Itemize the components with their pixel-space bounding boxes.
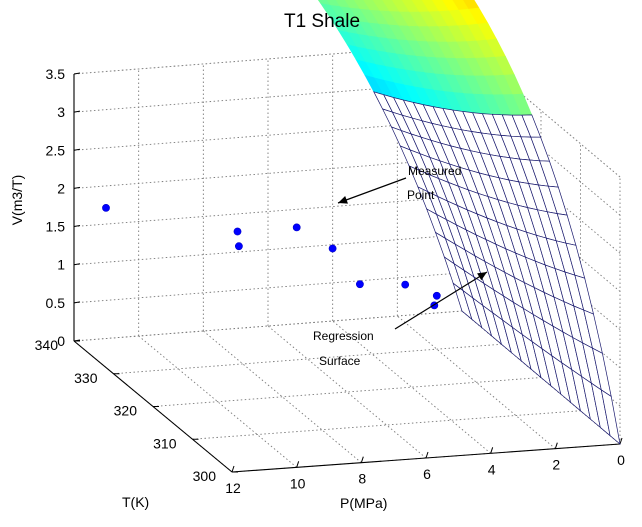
x-tick-label: 8 [358, 471, 366, 487]
surface-cell [600, 389, 621, 445]
regression-surface [317, 0, 621, 445]
z-tick-mark [73, 110, 81, 113]
grid-floor-t [113, 343, 502, 375]
measured-point-annotation-text: Point [407, 188, 435, 202]
measured-point [102, 203, 110, 212]
x-tick-label: 4 [488, 461, 496, 477]
grid-wall-t340-v [73, 310, 463, 342]
annotations: Measured Point Regression Surface [313, 164, 488, 368]
z-tick-label: 2 [57, 180, 65, 196]
z-axis-label: V(m3/T) [9, 175, 25, 226]
x-tick-label: 10 [290, 475, 306, 491]
y-tick-label: 330 [74, 370, 98, 386]
z-tick-mark [73, 186, 81, 189]
x-tick-mark [425, 451, 429, 459]
x-tick-label: 2 [552, 457, 560, 473]
chart-title: T1 Shale [284, 11, 360, 32]
x-axis-label: P(MPa) [340, 495, 387, 511]
measured-point [355, 280, 364, 289]
measured-point [432, 291, 441, 300]
grid-floor-p [267, 325, 427, 459]
z-tick-mark [73, 72, 81, 75]
grid-floor-t [192, 410, 581, 440]
regression-surface-annotation-arrow-line [394, 271, 488, 330]
x-tick-mark [554, 442, 558, 449]
grid-wall-t340-v [73, 272, 463, 304]
z-tick-label: 3 [57, 104, 65, 120]
y-axis-label: T(K) [122, 494, 149, 510]
x-tick-mark [296, 461, 300, 468]
x-tick-mark [619, 437, 623, 445]
z-tick-label: 2.5 [46, 142, 66, 158]
regression-surface-annotation-text: Surface [319, 354, 361, 368]
measured-point [234, 242, 243, 251]
regression-surface-annotation-arrow-head [477, 272, 487, 281]
z-tick-label: 0 [57, 333, 65, 349]
y-tick-label: 320 [114, 403, 138, 419]
back-pane-t340 [74, 43, 462, 341]
z-tick-mark [73, 225, 81, 228]
z-tick-mark [73, 263, 81, 266]
measured-point [401, 280, 410, 289]
grid-wall-t340-v [73, 234, 463, 266]
z-tick-mark [73, 148, 81, 151]
z-tick-label: 1 [57, 257, 65, 273]
z-tick-label: 3.5 [46, 66, 66, 82]
x-tick-mark [360, 456, 364, 463]
y-tick-label: 310 [153, 435, 177, 451]
x-tick-mark [231, 465, 235, 473]
measured-point-annotation-arrow-head [338, 196, 348, 204]
measured-point [233, 227, 242, 236]
grid-wall-t340-v [73, 196, 463, 227]
x-tick-label: 0 [617, 452, 625, 468]
grid-floor-t [152, 377, 542, 407]
z-tick-label: 1.5 [46, 219, 66, 235]
grid-wall-t340-v [73, 157, 463, 189]
regression-surface-annotation-text: Regression [313, 329, 374, 343]
z-tick-mark [73, 301, 81, 304]
measured-point-annotation-arrow-line [337, 177, 407, 204]
z-tick-mark [73, 339, 81, 342]
measured-point-annotation-text: Measured [408, 164, 461, 178]
x-tick-label: 6 [423, 466, 431, 482]
measured-points [102, 203, 441, 310]
measured-point [292, 223, 301, 232]
y-tick-label: 300 [193, 468, 217, 484]
x-tick-mark [490, 447, 494, 454]
z-tick-label: 0.5 [46, 295, 66, 311]
grid-floor-p [203, 330, 362, 464]
y-tick-label: 340 [35, 337, 59, 353]
x-tick-label: 12 [225, 480, 241, 496]
measured-point [328, 244, 337, 253]
